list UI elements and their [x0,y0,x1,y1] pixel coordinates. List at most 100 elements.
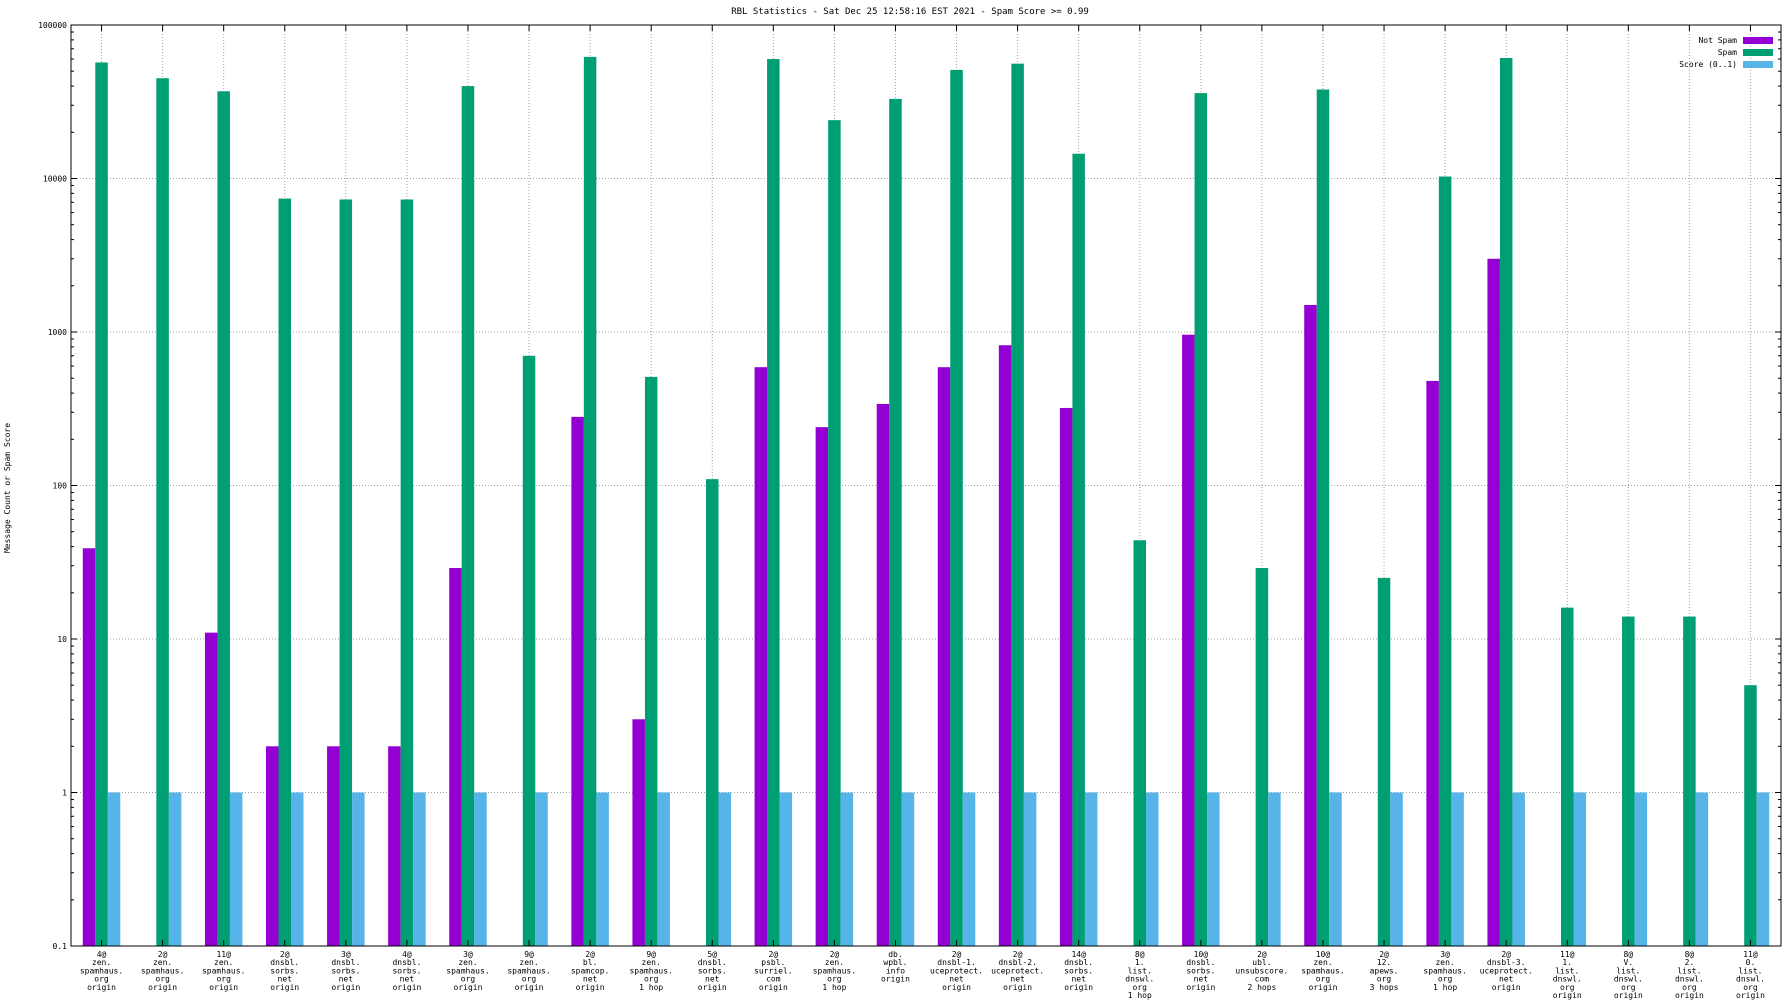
x-category-label: 8@ 2. list. dnswl. org origin [1675,950,1704,1000]
bar-spam [1499,57,1513,947]
legend-swatch [1743,61,1773,68]
x-category-label: 5@ dnsbl. sorbs. net origin [698,950,727,992]
bar-not-spam [571,416,584,947]
bar-not-spam [1487,258,1500,946]
x-category-label: 14@ dnsbl. sorbs. net origin [1064,950,1093,992]
bar-spam [217,91,230,947]
bar-not-spam [1059,407,1073,946]
x-category-label: 8@ V. list. dnswl. org origin [1614,950,1643,1000]
y-tick-label: 10 [57,635,67,644]
bar-not-spam [388,746,401,946]
bar-spam [1072,153,1085,947]
bar-not-spam [754,367,768,947]
bar-spam [1438,176,1452,946]
bar-spam [1011,63,1024,946]
x-category-label: 2@ 12. apews. org 3 hops [1370,950,1399,992]
bar-spam [889,98,902,947]
x-category-label: 11@ 1. list. dnswl. org origin [1553,950,1582,1000]
legend-label: Spam [1718,48,1737,57]
bar-not-spam [1426,380,1439,947]
bar-not-spam [876,403,890,947]
x-category-label: 2@ zen. spamhaus. org 1 hop [813,950,856,992]
bar-not-spam [1304,304,1317,947]
bar-not-spam [449,568,462,946]
bar-score-0-1 [1634,792,1648,946]
bar-score-0-1 [413,792,426,946]
bar-not-spam [204,632,218,946]
bar-spam [950,69,963,946]
x-category-label: 3@ zen. spamhaus. org origin [446,950,489,992]
bar-spam [1744,685,1757,946]
y-axis-label: Message Count or Spam Score [3,423,12,553]
bar-score-0-1 [1756,792,1770,946]
bar-score-0-1 [535,792,548,946]
bar-score-0-1 [1084,792,1098,946]
x-category-label: 2@ bl. spamcop. net origin [571,950,610,992]
bar-score-0-1 [1573,792,1586,946]
bar-spam [461,86,475,946]
bar-score-0-1 [352,792,365,946]
x-category-label: 2@ dnsbl-2. uceprotect. net origin [991,950,1044,992]
x-category-label: 11@ 0. list. dnswl. org origin [1736,950,1765,1000]
bar-spam [828,120,841,946]
bar-score-0-1 [1329,792,1342,946]
bar-score-0-1 [779,792,793,946]
bar-score-0-1 [1390,792,1403,946]
bar-score-0-1 [1207,792,1220,946]
y-tick-label: 1000 [48,328,67,337]
bar-spam [1561,607,1574,946]
x-category-label: 9@ zen. spamhaus. org origin [507,950,550,992]
x-category-label: 3@ dnsbl. sorbs. net origin [331,950,360,992]
bars [82,56,1770,947]
x-category-label: 4@ dnsbl. sorbs. net origin [392,950,421,992]
x-category-label: db. wpbl. info origin [881,950,910,984]
x-category-label: 10@ zen. spamhaus. org origin [1301,950,1344,992]
bar-spam [706,479,719,946]
bar-spam [1255,568,1269,946]
bar-score-0-1 [229,792,243,946]
plot-frame [70,24,1782,947]
y-tick-label: 100000 [38,21,67,30]
bar-spam [644,376,658,947]
bar-score-0-1 [1695,792,1709,946]
bar-score-0-1 [474,792,487,946]
bar-spam [1622,616,1635,946]
bar-score-0-1 [1268,792,1281,946]
bar-score-0-1 [901,792,915,946]
y-tick-label: 100 [53,482,68,491]
bar-score-0-1 [718,792,731,946]
bar-spam [400,199,414,947]
bar-spam [156,78,169,947]
bar-score-0-1 [962,792,976,946]
bar-not-spam [998,345,1012,946]
y-tick-label: 10000 [43,175,67,184]
bar-score-0-1 [840,792,854,946]
x-category-label: 2@ dnsbl. sorbs. net origin [270,950,299,992]
x-category-label: 8@ 1. list. dnswl. org 1 hop [1125,950,1154,1000]
bar-spam [1683,616,1696,946]
bar-spam [95,62,108,947]
bar-spam [339,199,353,947]
bar-spam [1194,93,1208,947]
y-tick-label: 1 [62,789,67,798]
x-category-label: 2@ dnsbl-3. uceprotect. net origin [1480,950,1533,992]
x-category-label: 4@ zen. spamhaus. org origin [80,950,123,992]
bar-not-spam [82,548,96,946]
x-axis-ticks: 4@ zen. spamhaus. org origin 2@ zen. spamhaus. o… [80,25,1765,1000]
y-tick-label: 0.1 [53,942,68,951]
x-category-label: 2@ dnsbl-1. uceprotect. net origin [930,950,983,992]
bar-score-0-1 [1146,792,1159,946]
bar-not-spam [327,746,340,946]
bar-spam [522,355,536,946]
bar-not-spam [1182,334,1195,946]
bar-score-0-1 [168,792,182,946]
bar-score-0-1 [107,792,121,946]
bar-not-spam [632,719,645,946]
bar-score-0-1 [1451,792,1464,946]
bar-spam [1316,89,1330,946]
bar-not-spam [937,367,951,947]
chart-title: RBL Statistics - Sat Dec 25 12:58:16 EST… [731,7,1089,17]
x-category-label: 2@ ubl. unsubscore. com 2 hops [1235,950,1288,992]
legend-swatch [1743,37,1773,44]
